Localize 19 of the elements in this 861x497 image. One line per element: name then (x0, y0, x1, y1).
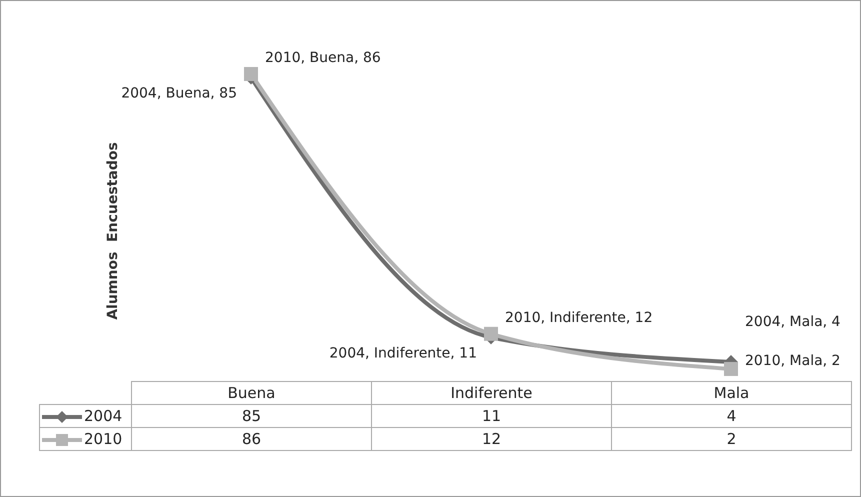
annotation: 2010, Buena, 86 (265, 50, 381, 66)
x-tick-label: Indiferente (372, 382, 612, 404)
annotation: 2010, Indiferente, 12 (505, 310, 653, 326)
legend-label: 2010 (84, 430, 122, 448)
annotation: 2010, Mala, 2 (745, 352, 840, 369)
annotation: 2004, Mala, 4 (745, 314, 841, 330)
data-label: 12 (372, 428, 612, 450)
data-label: 2 (612, 428, 852, 450)
annotation: 2004, Indiferente, 11 (329, 345, 477, 362)
point (724, 362, 738, 376)
x-tick-label: Buena (132, 382, 372, 404)
data-label: 85 (132, 404, 372, 428)
annotation: 2004, Buena, 85 (121, 86, 237, 102)
data-label: 11 (372, 404, 612, 428)
legend-label: 2004 (84, 407, 122, 425)
data-label: 4 (612, 404, 852, 428)
x-tick-label: Mala (612, 382, 852, 404)
y-axis-title: Alumnos Encuestados (105, 142, 121, 320)
data-label: 86 (132, 428, 372, 450)
